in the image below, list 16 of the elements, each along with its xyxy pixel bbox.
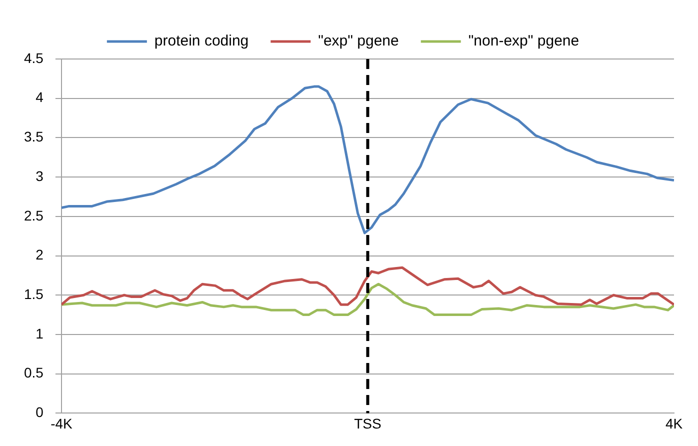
legend-label: "non-exp" pgene — [468, 32, 580, 50]
y-tick-label: 2 — [36, 246, 44, 263]
y-tick-label: 3.5 — [24, 128, 44, 145]
x-tick-label: -4K — [50, 415, 74, 432]
y-tick-label: 0 — [36, 404, 44, 420]
x-tick-label: TSS — [354, 415, 382, 432]
y-tick-label: 0.5 — [24, 364, 44, 381]
x-tick-label: 4K — [665, 415, 684, 432]
y-tick-label: 4.5 — [24, 50, 44, 66]
y-tick-label: 1.5 — [24, 286, 44, 302]
y-tick-label: 3 — [36, 168, 44, 184]
legend-label: "exp" pgene — [318, 32, 399, 50]
y-tick-label: 1 — [36, 325, 44, 342]
y-tick-label: 2.5 — [24, 207, 44, 224]
y-tick-label: 4 — [36, 89, 44, 106]
legend-label: protein coding — [154, 32, 249, 50]
